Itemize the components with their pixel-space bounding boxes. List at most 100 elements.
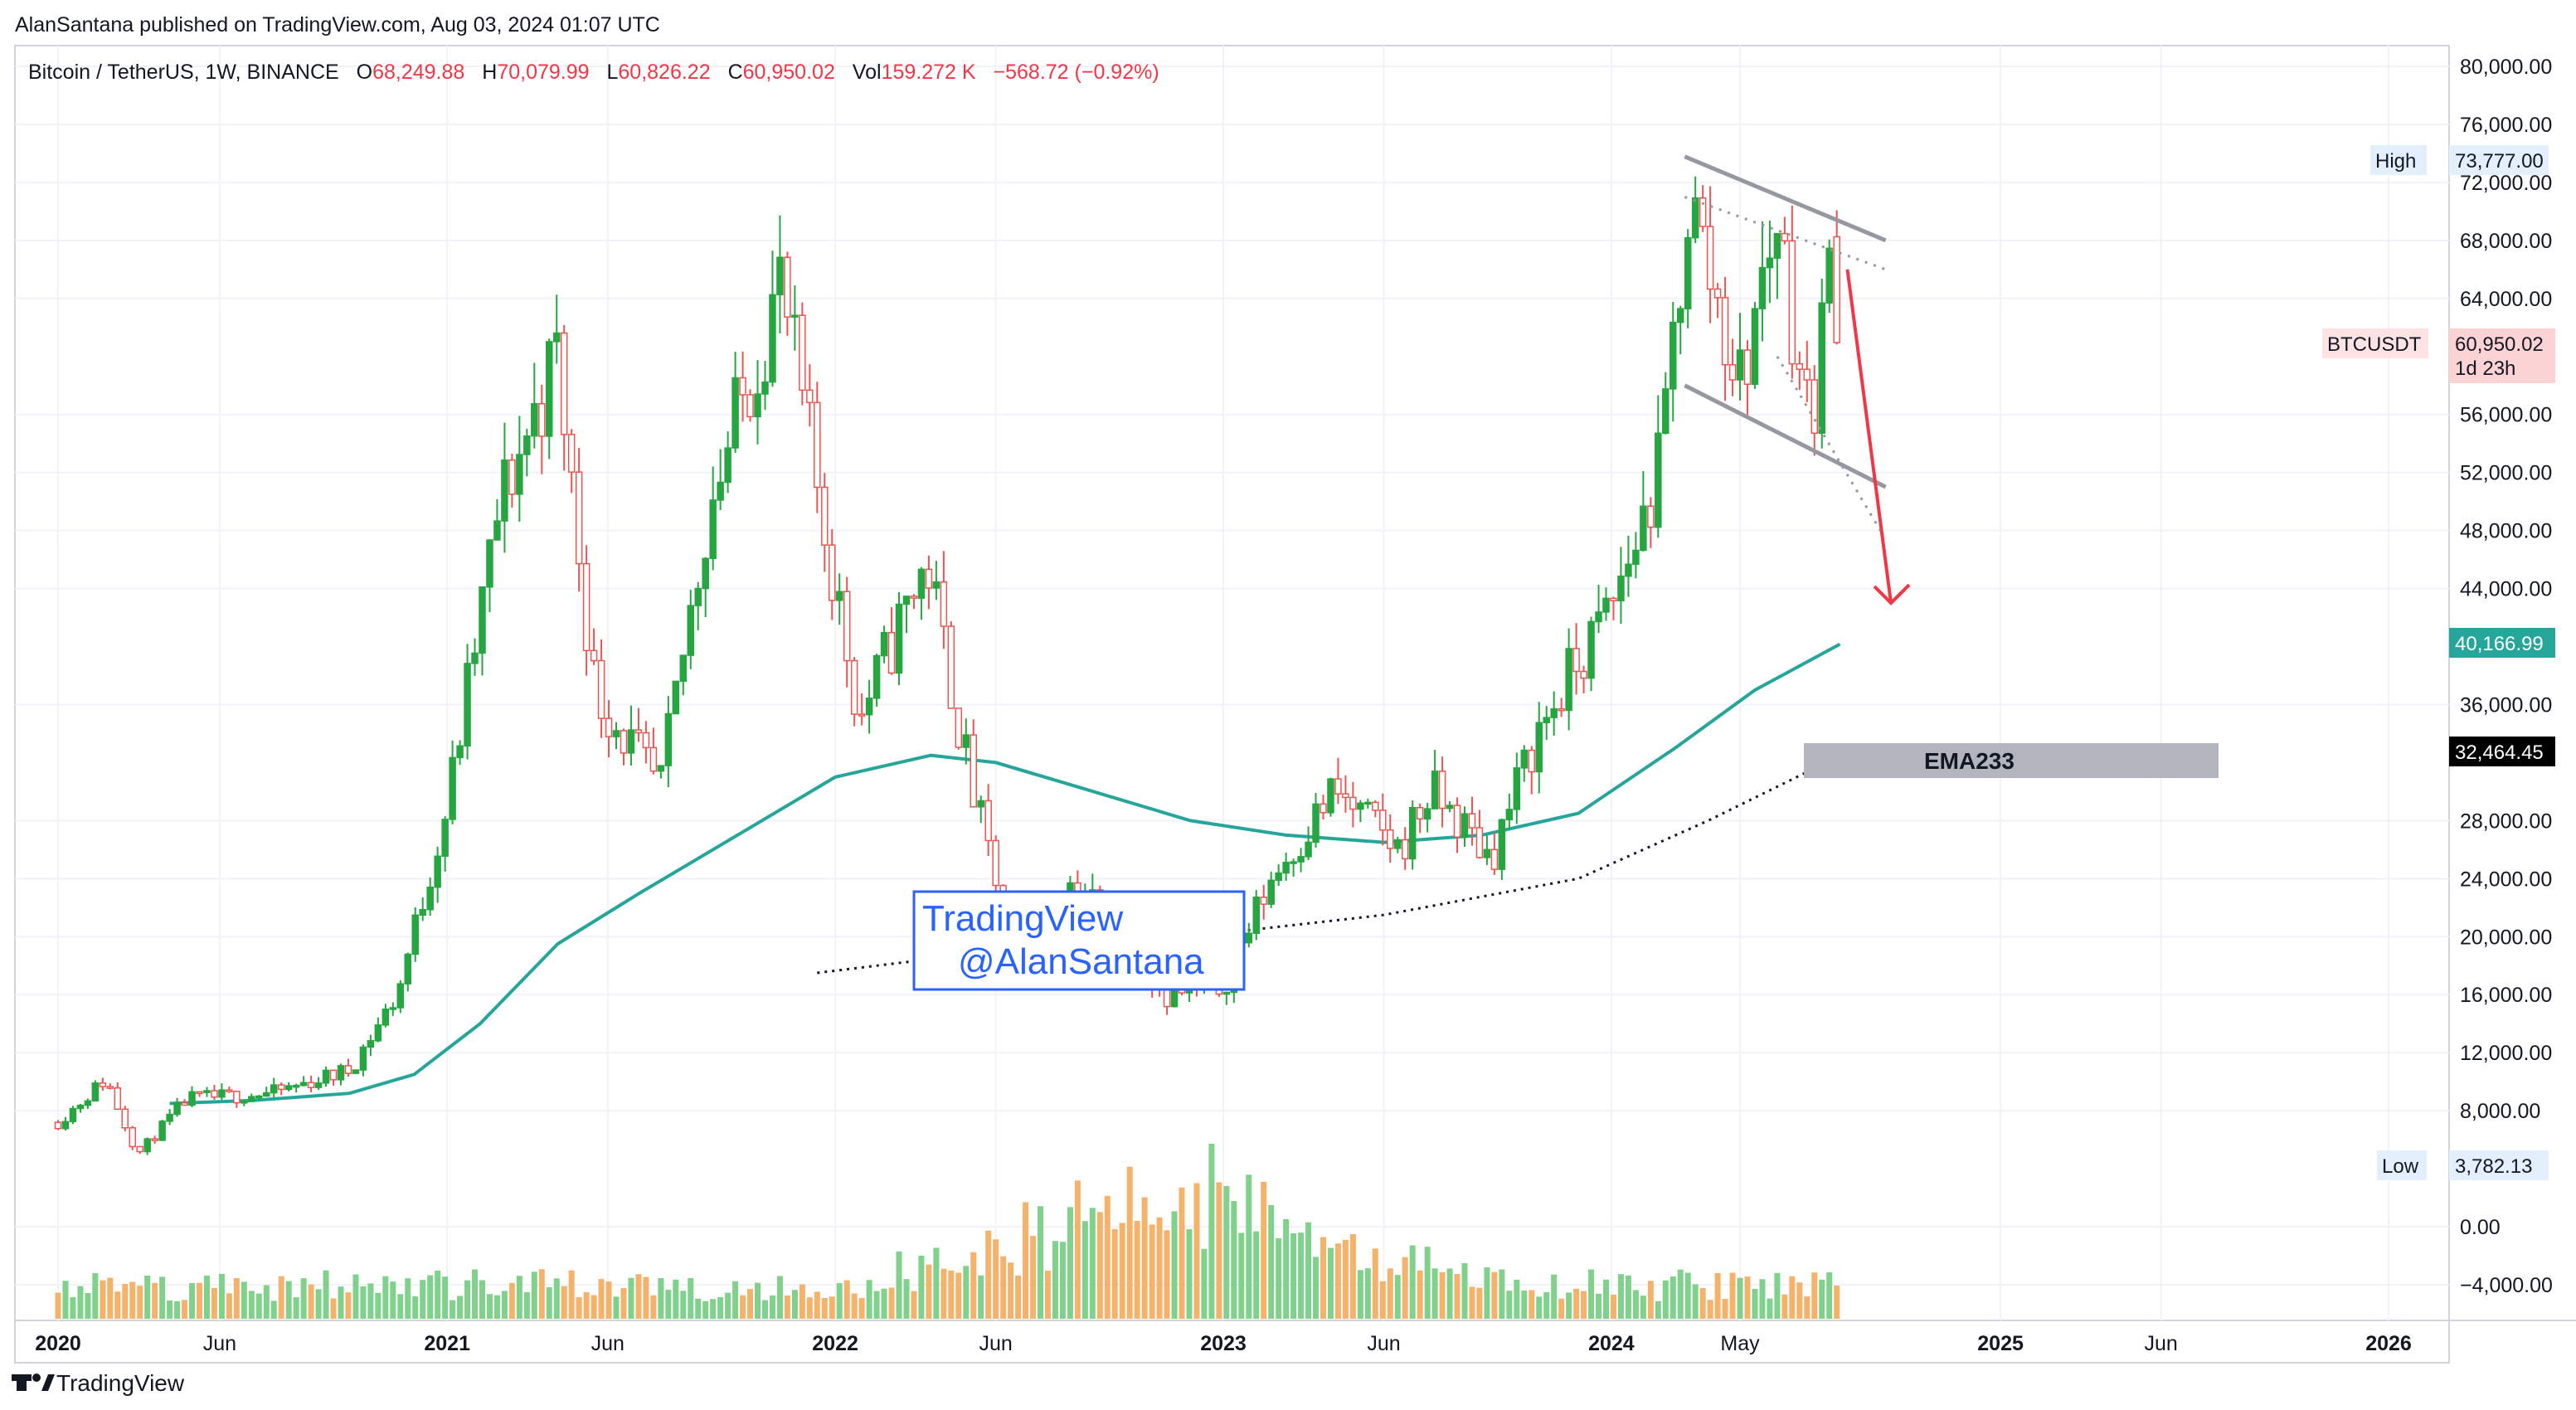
last-price-tag: 60,950.02: [2455, 333, 2544, 356]
price-tick-label: −4,000.00: [2460, 1274, 2553, 1297]
candle-body: [1520, 749, 1529, 769]
open-value: 68,249.88: [372, 61, 464, 84]
price-tick-label: 52,000.00: [2460, 462, 2552, 485]
candle-body: [1222, 991, 1231, 995]
candle-body: [1558, 707, 1565, 712]
high-tag-bg: [2370, 145, 2427, 175]
candle-body: [1505, 809, 1514, 821]
volume-bar: [776, 1276, 783, 1319]
close-value: 60,950.02: [743, 61, 835, 84]
volume-bar: [442, 1276, 449, 1319]
arrow-shaft: [1845, 269, 1893, 604]
candle-body: [54, 1121, 62, 1130]
candle-body: [284, 1085, 293, 1091]
candle-body: [248, 1096, 255, 1102]
volume-bar: [1461, 1262, 1468, 1319]
candle-body: [962, 734, 970, 748]
candle-body: [672, 680, 680, 715]
candle-body: [523, 435, 531, 455]
volume-bar: [1625, 1275, 1631, 1319]
candle-body: [91, 1082, 100, 1102]
candle-body: [1393, 839, 1402, 849]
volume-bar: [1387, 1268, 1393, 1319]
volume-bar: [1573, 1288, 1580, 1319]
candles: [54, 176, 1840, 1155]
candle-body: [567, 434, 576, 473]
candle-body: [1357, 802, 1364, 810]
candle-body: [597, 659, 605, 719]
candle-body: [1312, 803, 1320, 844]
low-tag: Low: [2382, 1155, 2419, 1178]
candle-body: [947, 625, 955, 709]
volume-bar: [1632, 1290, 1639, 1319]
volume-bar: [963, 1266, 970, 1319]
volume-bar: [851, 1293, 858, 1319]
candle-body: [166, 1113, 173, 1122]
volume-bar: [523, 1291, 530, 1319]
volume-bar: [323, 1270, 329, 1319]
volume-bar: [1334, 1243, 1341, 1319]
candle-body: [977, 800, 984, 808]
price-tick-label: 36,000.00: [2460, 693, 2552, 717]
candle-body: [1446, 805, 1454, 810]
volume-bar: [1023, 1202, 1029, 1319]
candle-body: [538, 403, 546, 437]
volume-bar: [367, 1283, 374, 1319]
high-value-tag: 73,777.00: [2455, 150, 2544, 173]
candle-body: [612, 730, 620, 737]
candle-body: [389, 1007, 397, 1010]
time-axis[interactable]: 2020 Jun 2021 Jun 2022 Jun 2023 Jun 2024 May 2025 J…: [35, 1332, 2412, 1355]
volume-bar: [1000, 1256, 1007, 1319]
volume-bar: [814, 1291, 820, 1319]
volume-bar: [1059, 1242, 1066, 1319]
volume-bar: [1536, 1296, 1543, 1319]
candle-body: [404, 953, 412, 985]
volume-bar: [881, 1288, 887, 1319]
candle-body: [501, 459, 508, 522]
candle-body: [828, 544, 836, 601]
price-tick-label: 80,000.00: [2460, 56, 2552, 79]
volume-bar: [1186, 1228, 1193, 1319]
volume-bar: [1164, 1230, 1170, 1319]
volume-bar: [955, 1272, 962, 1319]
tradingview-logo-icon: [12, 1374, 55, 1391]
volume-bar: [1171, 1211, 1178, 1319]
ema-lines: [169, 642, 1841, 1106]
volume-bar: [598, 1279, 605, 1319]
volume-bar: [888, 1287, 895, 1319]
volume-bar: [1506, 1291, 1513, 1319]
volume-bar: [1320, 1237, 1327, 1319]
candle-body: [151, 1138, 158, 1141]
volume-bar: [457, 1296, 464, 1319]
volume-bar: [1253, 1231, 1260, 1319]
channel-upper-line: [1684, 154, 1887, 243]
candle-body: [865, 698, 873, 716]
volume-bar: [613, 1296, 620, 1319]
candle-body: [806, 389, 814, 404]
candle-body: [1342, 793, 1349, 799]
volume-bar: [1796, 1282, 1803, 1319]
ema-line: [169, 642, 1841, 1106]
volume-bar: [390, 1281, 396, 1319]
volume-bar: [799, 1284, 805, 1319]
candle-body: [1297, 856, 1305, 863]
volume-bar: [1126, 1166, 1133, 1319]
volume-bar: [1781, 1294, 1788, 1319]
volume-bar: [1038, 1206, 1044, 1319]
volume-bar: [755, 1282, 761, 1319]
volume-bar: [405, 1278, 411, 1319]
volume-bar: [352, 1274, 359, 1319]
volume-bar: [1744, 1276, 1751, 1319]
volume-bar: [144, 1275, 151, 1319]
candle-body: [814, 401, 821, 489]
time-tick-label: 2023: [1200, 1332, 1247, 1355]
candle-body: [1625, 563, 1632, 577]
candle-body: [531, 403, 538, 437]
price-axis[interactable]: 80,000.00 76,000.00 72,000.00 68,000.00 64,0…: [2460, 56, 2553, 1297]
candle-body: [620, 730, 628, 754]
volume-bar: [1662, 1280, 1669, 1319]
candle-body: [799, 314, 806, 391]
volume-bar: [866, 1280, 872, 1319]
time-tick-label: 2026: [2365, 1332, 2412, 1355]
